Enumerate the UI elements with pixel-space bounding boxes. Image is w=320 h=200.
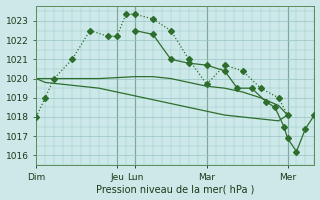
X-axis label: Pression niveau de la mer( hPa ): Pression niveau de la mer( hPa ) <box>96 184 254 194</box>
